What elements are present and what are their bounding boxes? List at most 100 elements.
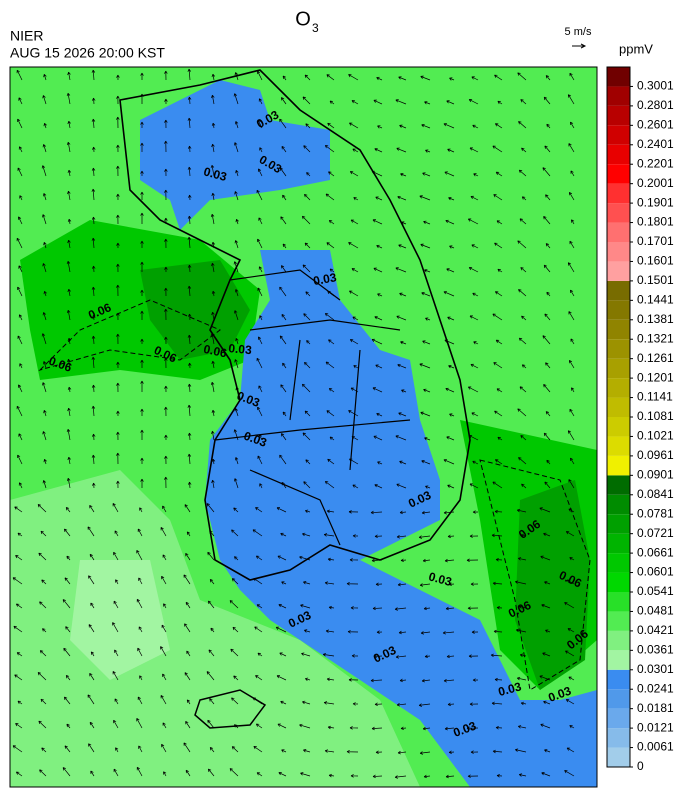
colorbar-label: 0.0061 — [637, 740, 674, 754]
colorbar-label: 0.0541 — [637, 584, 674, 598]
wind-arrow — [279, 118, 287, 129]
wind-arrow — [116, 165, 120, 177]
wind-arrow — [42, 480, 47, 489]
colorbar-bin — [607, 475, 630, 495]
wind-arrow — [303, 481, 311, 489]
wind-arrow — [231, 746, 239, 753]
wind-arrow — [516, 628, 527, 633]
wind-arrow — [41, 333, 47, 345]
contour-label: 0.03 — [202, 164, 228, 184]
wind-arrow — [257, 455, 263, 465]
wind-arrow — [302, 264, 311, 273]
wind-arrow — [114, 530, 119, 537]
colorbar-bin — [607, 125, 630, 145]
wind-arrow — [570, 289, 575, 297]
wind-arrow — [37, 504, 47, 513]
wind-arrow — [371, 338, 383, 345]
wind-arrow — [277, 555, 287, 561]
wind-arrow — [13, 625, 23, 633]
wind-arrow — [304, 410, 311, 417]
wind-arrow — [164, 266, 168, 273]
wind-arrow — [425, 485, 431, 489]
wind-arrow — [494, 410, 503, 417]
wind-arrow — [570, 121, 575, 129]
colorbar-label: 0.0781 — [637, 506, 674, 520]
colorbar-label: 0.1501 — [637, 273, 674, 287]
wind-arrow — [495, 123, 503, 129]
map-frame — [9, 66, 598, 788]
wind-arrow — [546, 123, 551, 129]
darker-green-area — [140, 260, 250, 360]
wind-arrow — [569, 557, 575, 561]
wind-arrow — [304, 74, 311, 81]
wind-arrow — [494, 509, 503, 514]
wind-arrow — [565, 650, 575, 657]
wind-arrow — [349, 458, 359, 465]
wind-arrow — [473, 341, 479, 345]
wind-arrow — [259, 315, 263, 321]
low-ozone-north — [140, 80, 330, 230]
wind-arrow — [16, 69, 23, 81]
wind-arrow — [447, 148, 455, 153]
wind-arrow — [546, 291, 551, 297]
wind-arrow — [495, 291, 503, 297]
wind-arrow — [39, 650, 47, 657]
colorbar-bin — [607, 378, 630, 398]
wind-arrow — [497, 268, 503, 273]
wind-arrow — [418, 703, 431, 707]
wind-arrow — [278, 772, 287, 777]
wind-arrow — [327, 725, 335, 730]
wind-arrow — [544, 481, 551, 489]
wind-arrow — [116, 431, 120, 441]
wind-arrow — [137, 696, 143, 705]
wind-arrow — [394, 775, 407, 779]
wind-arrow — [276, 675, 287, 681]
wind-arrow — [138, 577, 143, 585]
wind-arrow — [470, 195, 479, 201]
wind-arrow — [305, 459, 311, 465]
wind-arrow — [395, 99, 407, 105]
colorbar-label: 0.2201 — [637, 156, 674, 170]
wind-arrow — [468, 654, 479, 658]
wind-arrow — [472, 510, 479, 514]
wind-arrow — [279, 335, 287, 345]
wind-arrow — [351, 654, 359, 658]
wind-arrow — [374, 702, 383, 707]
wind-arrow — [520, 99, 527, 105]
wind-arrow — [322, 653, 335, 657]
wind-arrow — [66, 555, 71, 561]
wind-arrow — [136, 550, 143, 561]
wind-arrow — [446, 268, 455, 273]
colorbar-bin — [607, 86, 630, 106]
wind-arrow — [467, 606, 479, 610]
wind-arrow — [326, 677, 335, 682]
contour-west — [38, 299, 221, 372]
wind-arrow — [116, 452, 120, 465]
wind-arrow — [302, 700, 311, 705]
wind-arrow — [277, 723, 287, 729]
wind-arrow — [543, 264, 551, 273]
wind-arrow — [419, 751, 431, 755]
wind-arrow — [211, 479, 215, 489]
wind-arrow — [91, 335, 96, 345]
colorbar-bin — [607, 242, 630, 262]
wind-arrow — [38, 720, 47, 729]
wind-arrow — [401, 389, 407, 393]
wind-arrow — [421, 291, 431, 297]
wind-arrow — [443, 678, 455, 683]
wind-arrow — [519, 218, 527, 225]
wind-arrow — [543, 216, 551, 225]
wind-arrow — [257, 70, 263, 81]
wind-arrow — [43, 242, 47, 249]
wind-arrow — [350, 387, 359, 393]
wind-arrow — [209, 747, 215, 753]
wind-arrow — [398, 630, 407, 635]
colorbar-label: 0.1321 — [637, 331, 674, 345]
wind-arrow — [374, 484, 383, 489]
wind-arrow — [395, 655, 407, 659]
colorbar-label: 0.2801 — [637, 98, 674, 112]
wind-arrow — [492, 481, 503, 489]
wind-arrow — [469, 483, 479, 489]
wind-arrow — [517, 408, 527, 417]
wind-arrow — [324, 749, 335, 753]
